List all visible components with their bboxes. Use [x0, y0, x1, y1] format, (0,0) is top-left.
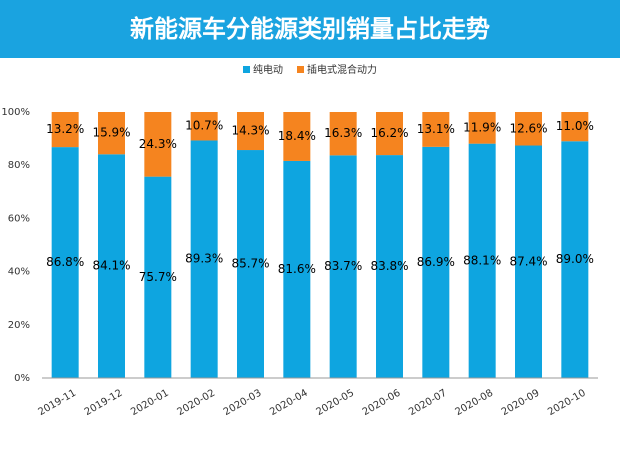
data-label: 86.8%	[46, 255, 84, 269]
x-tick-label: 2020-04	[268, 388, 310, 418]
x-tick-label: 2020-02	[175, 388, 217, 418]
legend-swatch	[243, 66, 250, 73]
bar-segment	[468, 112, 496, 144]
data-label: 24.3%	[139, 137, 177, 151]
bar-segment	[561, 141, 589, 378]
chart-title: 新能源车分能源类别销量占比走势	[130, 15, 490, 43]
bar-segment	[515, 145, 542, 378]
data-label: 87.4%	[509, 254, 547, 268]
data-label: 86.9%	[417, 255, 455, 269]
bar-segment	[283, 112, 311, 161]
data-label: 83.7%	[324, 259, 362, 273]
data-label: 15.9%	[92, 126, 130, 140]
x-tick-label: 2020-06	[361, 388, 403, 418]
data-label: 84.1%	[92, 259, 130, 273]
bar-segment	[422, 112, 450, 147]
y-tick-label: 80%	[8, 160, 30, 171]
y-tick-label: 60%	[8, 213, 30, 224]
bar-segment	[51, 112, 79, 148]
bar-segment	[329, 155, 357, 378]
bar-segment	[468, 143, 496, 378]
data-label: 12.6%	[509, 121, 547, 135]
bar-segment	[376, 155, 403, 378]
data-label: 13.1%	[417, 122, 455, 136]
data-label: 75.7%	[139, 270, 177, 284]
bar-segment	[190, 140, 218, 378]
data-label: 13.2%	[46, 122, 84, 136]
legend-label: 纯电动	[253, 63, 283, 76]
bar-segment	[561, 112, 589, 142]
legend-label: 插电式混合动力	[307, 63, 377, 76]
y-tick-label: 0%	[14, 373, 30, 384]
data-label: 85.7%	[231, 257, 269, 271]
bar-segment	[422, 146, 450, 378]
bar-segment	[98, 112, 125, 155]
data-label: 16.3%	[324, 126, 362, 140]
bar-segment	[98, 154, 125, 378]
data-label: 11.0%	[556, 119, 594, 133]
x-tick-label: 2020-09	[500, 388, 542, 418]
bar-segment	[144, 176, 172, 378]
legend-swatch	[297, 66, 304, 73]
y-tick-label: 20%	[8, 320, 30, 331]
data-label: 10.7%	[185, 119, 223, 133]
bar-segment	[283, 160, 311, 378]
bar-segment	[190, 112, 218, 141]
data-label: 89.0%	[556, 252, 594, 266]
x-tick-label: 2019-12	[83, 388, 125, 418]
x-tick-label: 2020-10	[546, 388, 588, 418]
x-tick-label: 2020-07	[407, 388, 449, 418]
bar-segment	[144, 112, 172, 177]
bar-segment	[329, 112, 357, 156]
title-banner	[0, 0, 620, 58]
x-tick-label: 2020-01	[129, 388, 171, 418]
data-label: 83.8%	[370, 259, 408, 273]
data-label: 88.1%	[463, 253, 501, 267]
data-label: 14.3%	[231, 124, 269, 138]
y-tick-label: 40%	[8, 267, 30, 278]
x-tick-label: 2019-11	[36, 388, 78, 418]
y-tick-label: 100%	[1, 107, 30, 118]
data-label: 11.9%	[463, 120, 501, 134]
data-label: 18.4%	[278, 129, 316, 143]
bar-segment	[237, 112, 264, 151]
x-tick-label: 2020-08	[453, 388, 495, 418]
x-tick-label: 2020-03	[222, 388, 264, 418]
data-label: 89.3%	[185, 252, 223, 266]
bar-segment	[237, 150, 264, 378]
data-label: 81.6%	[278, 262, 316, 276]
data-label: 16.2%	[370, 126, 408, 140]
x-tick-label: 2020-05	[314, 388, 356, 418]
bar-segment	[376, 112, 403, 156]
bar-segment	[51, 147, 79, 378]
bar-segment	[515, 112, 542, 146]
